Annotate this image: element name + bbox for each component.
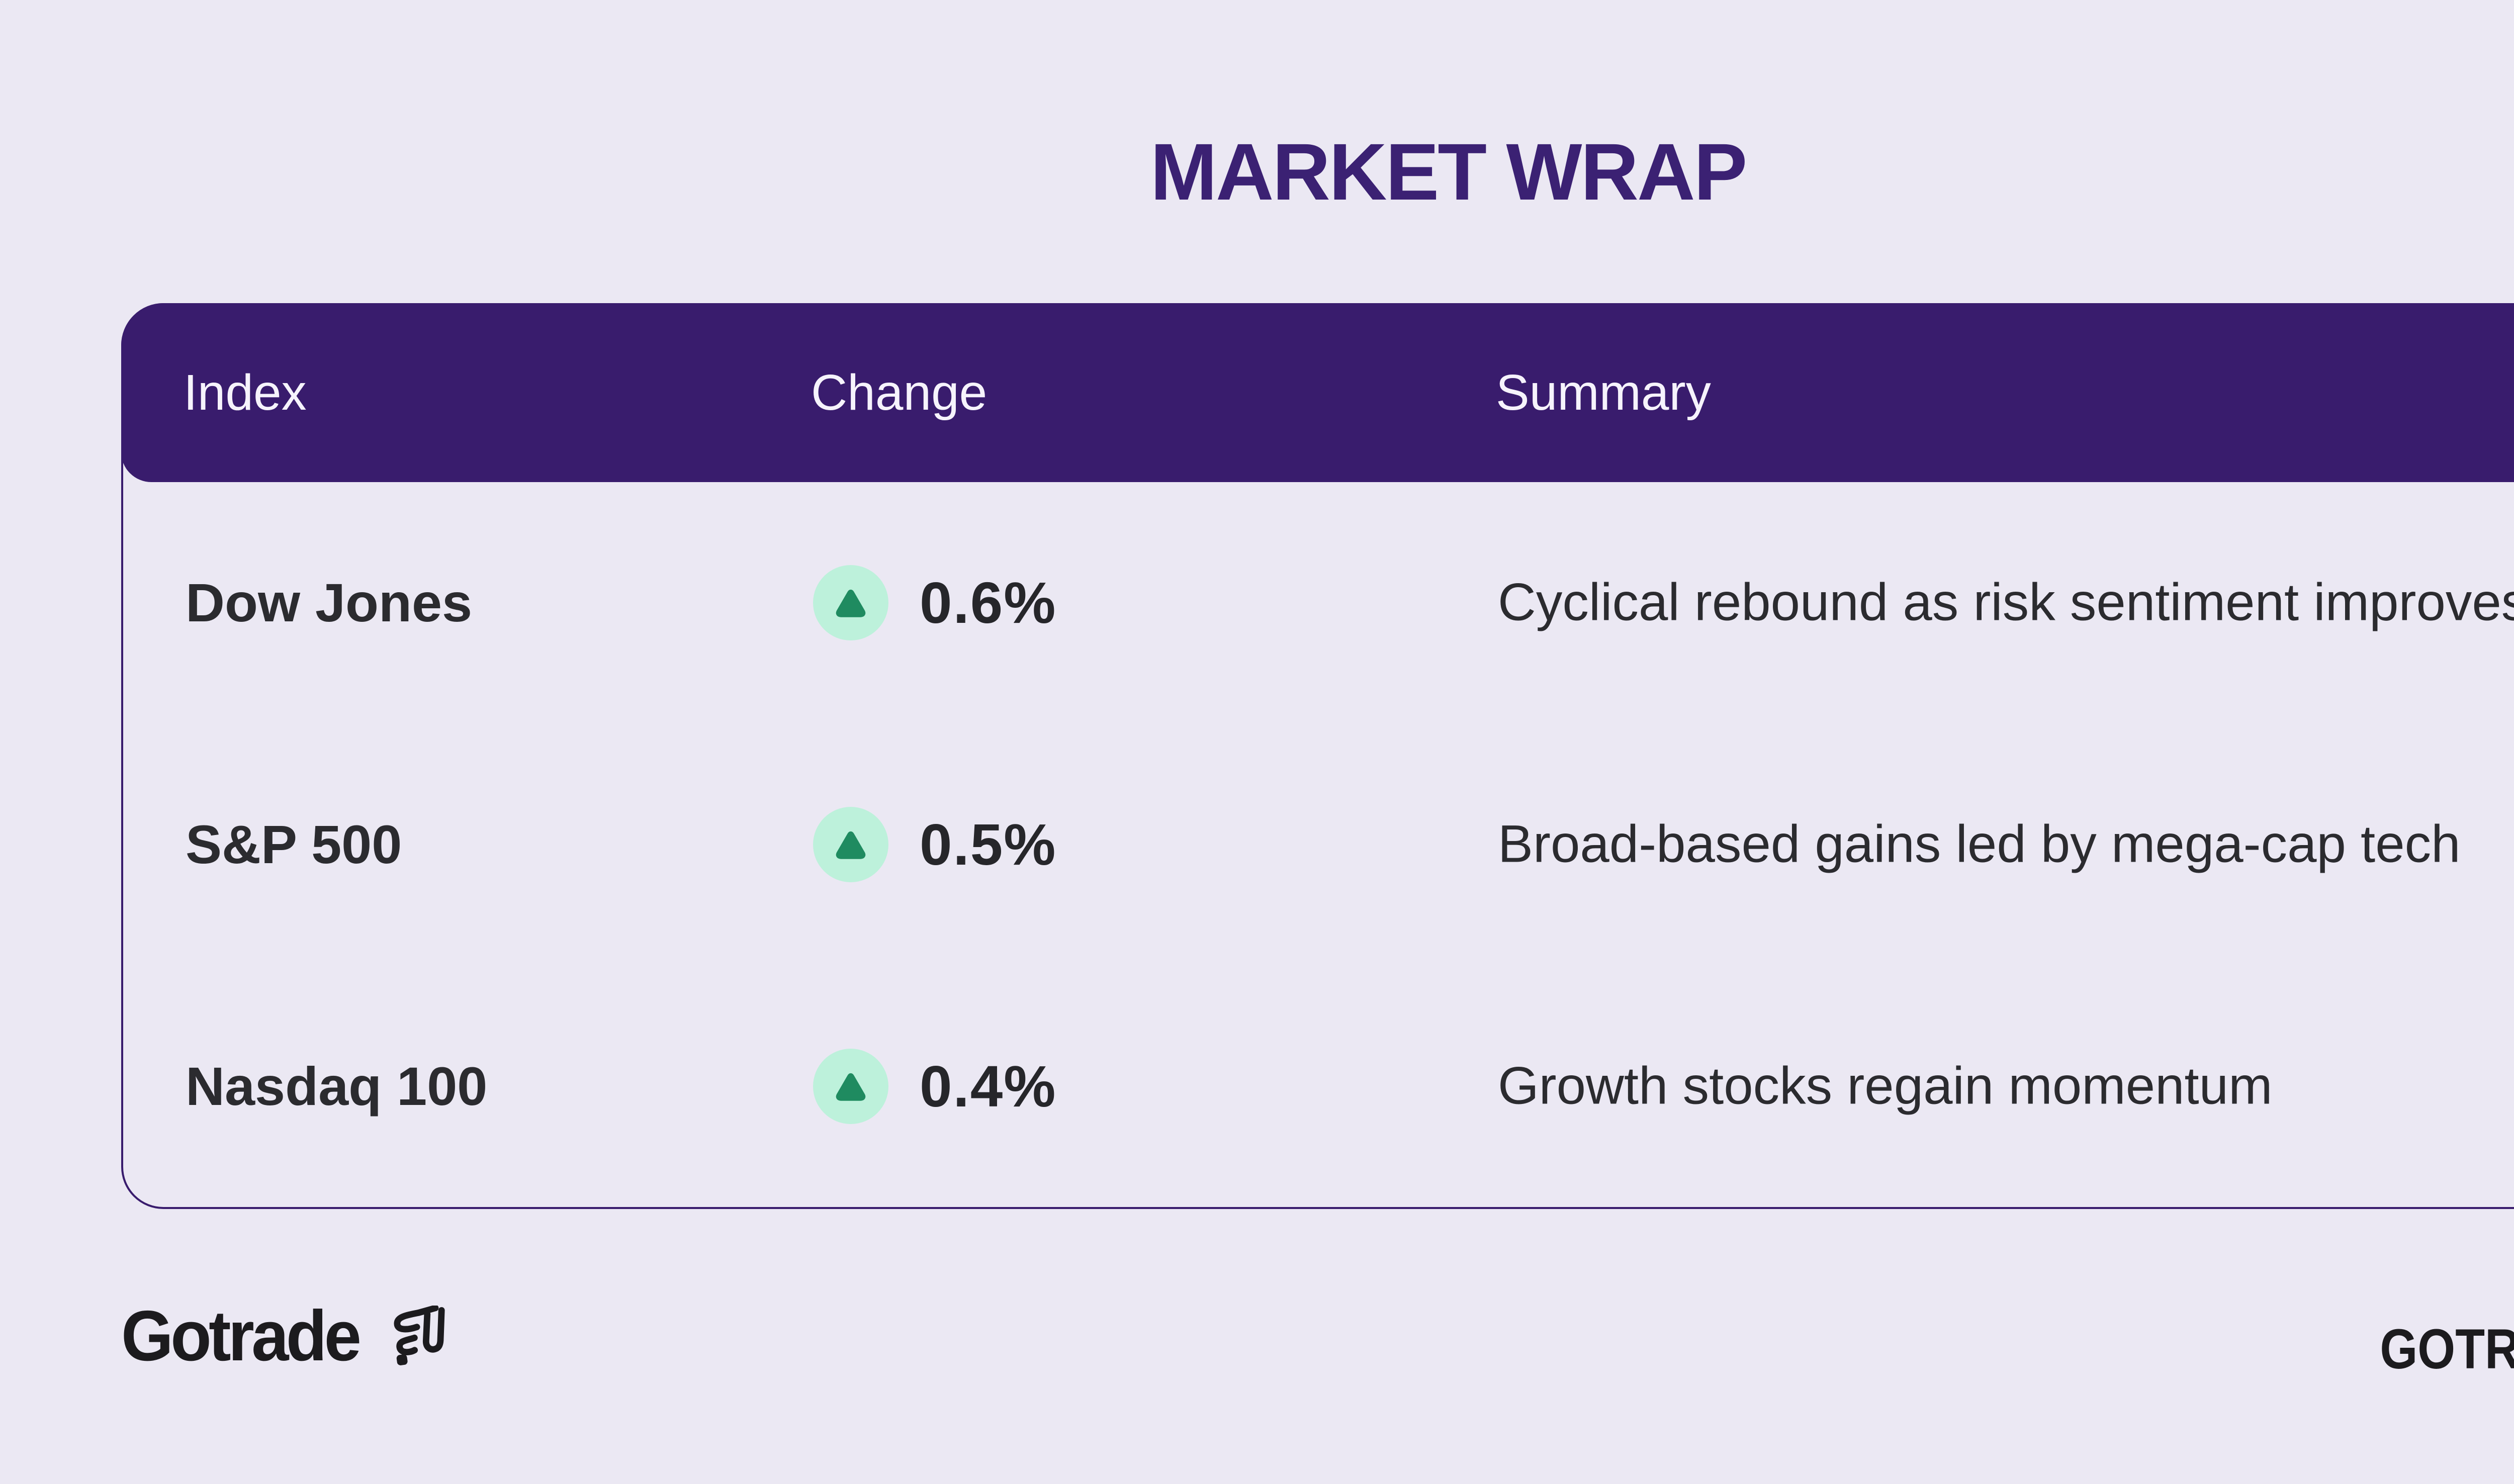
- table-body: Dow Jones 0.6% Cyclical rebound as risk …: [123, 482, 2514, 1207]
- table-header: Index Change Summary: [121, 303, 2514, 482]
- change-cell: 0.4%: [813, 1048, 1057, 1124]
- index-name: Dow Jones: [186, 572, 473, 633]
- gotrade-logo-icon: [392, 1306, 451, 1367]
- summary-text: Cyclical rebound as risk sentiment impro…: [1498, 573, 2514, 632]
- change-cell: 0.5%: [813, 807, 1056, 882]
- up-triangle-icon: [836, 590, 866, 618]
- up-triangle-icon: [836, 831, 866, 859]
- table-row: S&P 500 0.5% Broad-based gains led by me…: [123, 724, 2514, 966]
- summary-text: Broad-based gains led by mega-cap tech: [1498, 814, 2461, 874]
- index-name: Nasdaq 100: [186, 1055, 488, 1117]
- change-up-badge: [813, 1048, 888, 1124]
- change-value: 0.6%: [920, 570, 1057, 636]
- up-triangle-icon: [836, 1073, 866, 1101]
- index-name: S&P 500: [186, 814, 402, 875]
- change-up-badge: [813, 565, 888, 641]
- change-value: 0.5%: [920, 812, 1057, 877]
- change-up-badge: [813, 807, 888, 882]
- table-row: Dow Jones 0.6% Cyclical rebound as risk …: [123, 482, 2514, 724]
- market-table-card: Index Change Summary Dow Jones 0.6% Cycl…: [121, 303, 2514, 1209]
- change-value: 0.4%: [920, 1053, 1057, 1119]
- gotrade-logo: Gotrade: [121, 1291, 451, 1381]
- page-title: MARKET WRAP: [1150, 127, 1748, 217]
- publication-name: GOTRADE DAILY: [2380, 1318, 2514, 1380]
- column-header-summary: Summary: [1496, 364, 1711, 421]
- table-row: Nasdaq 100 0.4% Growth stocks regain mom…: [123, 965, 2514, 1207]
- column-header-change: Change: [811, 364, 987, 421]
- gotrade-wordmark: Gotrade: [121, 1296, 362, 1376]
- summary-text: Growth stocks regain momentum: [1498, 1056, 2273, 1116]
- change-cell: 0.6%: [813, 565, 1057, 641]
- column-header-index: Index: [184, 364, 307, 421]
